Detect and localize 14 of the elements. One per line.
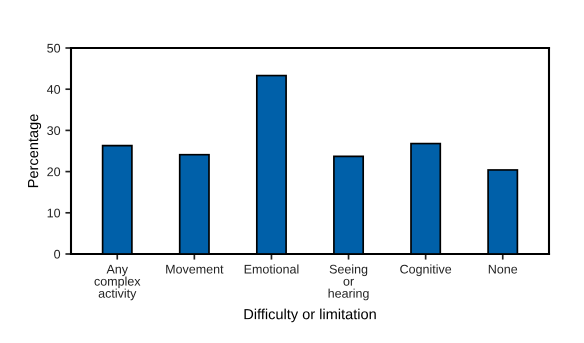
- y-tick-label: 40: [46, 85, 60, 94]
- x-tick-label: Emotional: [244, 264, 298, 274]
- y-tick-label: 30: [47, 126, 60, 136]
- x-tick-label: None: [488, 264, 518, 274]
- y-tick-label: 50: [47, 44, 60, 53]
- x-axis-title: Difficulty or limitation: [244, 308, 376, 322]
- y-tick-label: 20: [47, 167, 60, 176]
- x-tick-label: Cognitive: [400, 264, 452, 276]
- y-tick-label: 0: [54, 250, 60, 259]
- x-tick-label: Any complex activity: [94, 264, 140, 300]
- y-axis-title: Percentage: [28, 114, 42, 188]
- y-tick-label: 10: [48, 208, 60, 218]
- x-tick-label: Movement: [166, 264, 224, 274]
- x-tick-label: Seeing or hearing: [328, 264, 369, 300]
